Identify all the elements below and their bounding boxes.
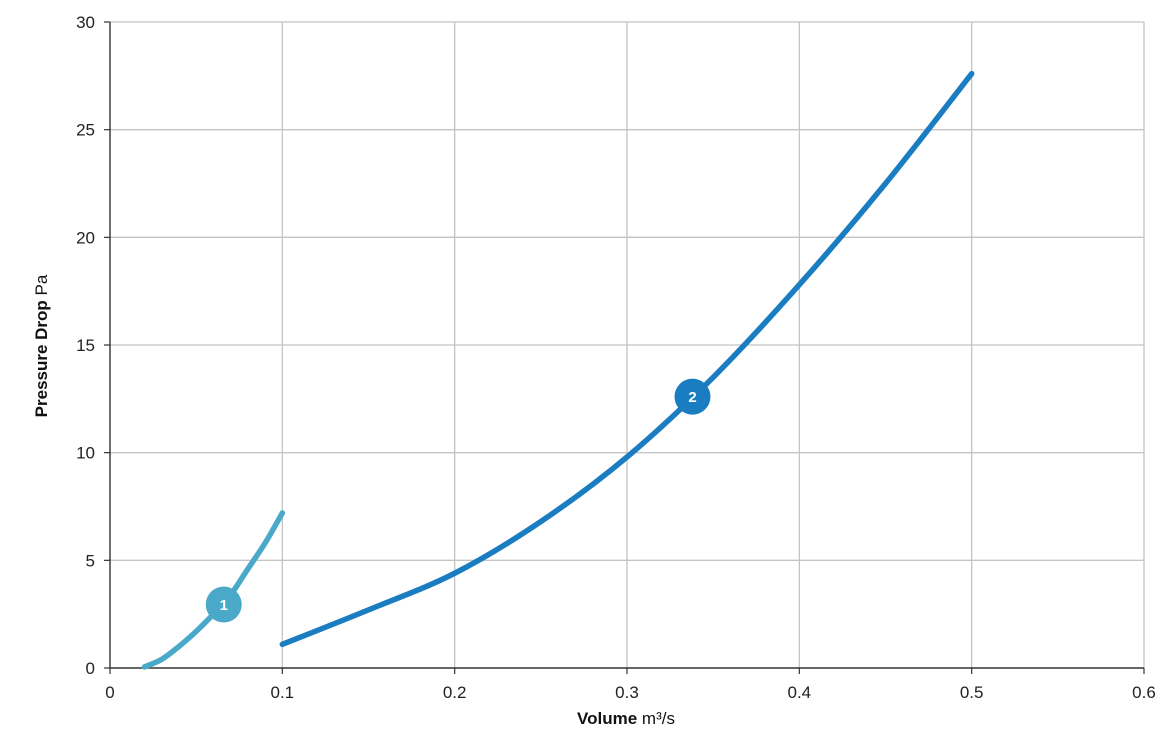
series-markers: 12 xyxy=(205,378,711,623)
series-1-marker xyxy=(205,586,242,623)
y-axis-title-unit: Pa xyxy=(32,274,51,295)
series-lines xyxy=(141,70,975,670)
x-tick-label: 0.3 xyxy=(615,683,639,702)
y-tick-label: 10 xyxy=(76,444,95,463)
series-2-line xyxy=(279,70,975,648)
series-1-marker-label: 1 xyxy=(220,597,228,614)
x-axis-title: Volume m³/s xyxy=(577,709,675,728)
y-axis-title: Pressure Drop Pa xyxy=(32,274,51,417)
x-tick-label: 0.1 xyxy=(271,683,295,702)
x-tick-label: 0.2 xyxy=(443,683,467,702)
x-tick-label: 0.5 xyxy=(960,683,984,702)
y-tick-labels: 0 5 10 15 20 25 30 xyxy=(76,13,95,678)
x-axis-title-bold: Volume xyxy=(577,709,637,728)
x-tick-label: 0 xyxy=(105,683,114,702)
y-tick-label: 20 xyxy=(76,228,95,247)
axes xyxy=(104,21,1145,674)
y-tick-label: 0 xyxy=(86,659,95,678)
y-tick-label: 25 xyxy=(76,121,95,140)
x-tick-labels: 0 0.1 0.2 0.3 0.4 0.5 0.6 xyxy=(105,683,1156,702)
y-axis-title-bold: Pressure Drop xyxy=(32,300,51,417)
series-2-marker xyxy=(674,378,711,415)
y-tick-label: 30 xyxy=(76,13,95,32)
y-tick-label: 5 xyxy=(86,551,95,570)
x-axis-title-unit: m³/s xyxy=(642,709,675,728)
series-2-marker-label: 2 xyxy=(688,389,696,406)
y-tick-label: 15 xyxy=(76,336,95,355)
x-tick-label: 0.4 xyxy=(788,683,812,702)
x-tick-label: 0.6 xyxy=(1132,683,1156,702)
grid-lines xyxy=(110,21,1145,668)
